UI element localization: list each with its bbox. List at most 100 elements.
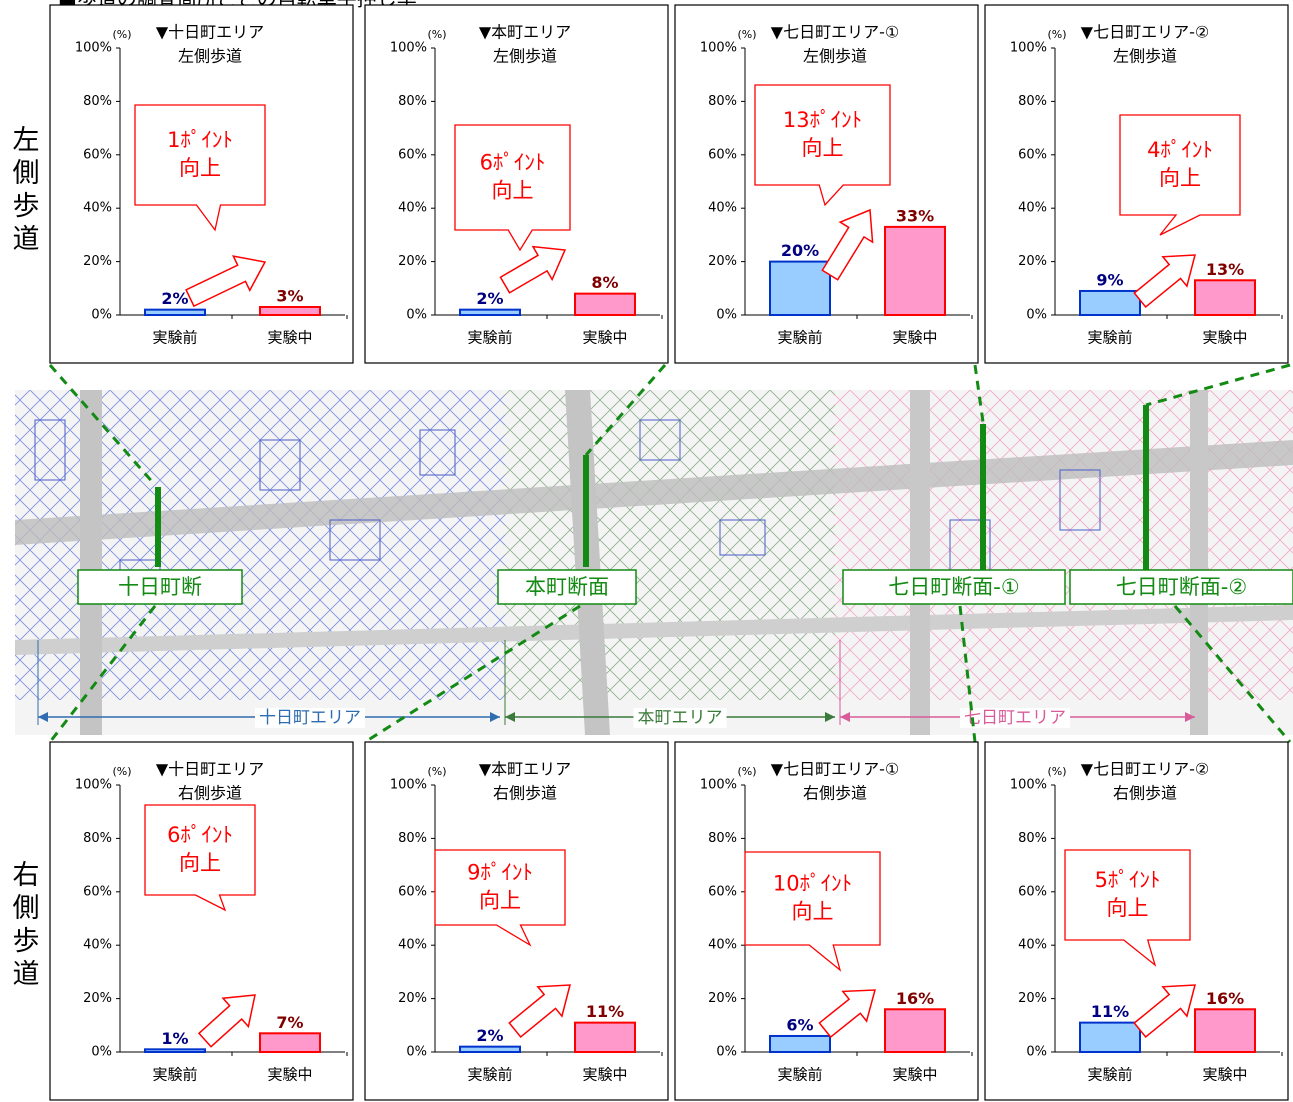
unit-label: (%) — [427, 28, 446, 41]
y-tick-label: 80% — [708, 831, 737, 846]
unit-label: (%) — [112, 765, 131, 778]
callout-text: 向上 — [792, 900, 834, 924]
callout-text: 9ﾎﾟｲﾝﾄ — [467, 861, 533, 885]
x-tick-label: 実験中 — [582, 1066, 627, 1084]
chart-title: ▼七日町エリア-② — [1081, 760, 1209, 779]
callout-text: 10ﾎﾟｲﾝﾄ — [773, 872, 852, 896]
figure: ■歩道の調査箇所ごとの自転車手押し率左側歩道右側歩道十日町断本町断面七日町断面-… — [0, 0, 1293, 1102]
value-label: 9% — [1096, 270, 1123, 289]
y-tick-label: 20% — [1018, 254, 1047, 269]
x-tick-label: 実験前 — [467, 1066, 512, 1084]
map — [15, 390, 1293, 735]
bar — [460, 310, 520, 315]
y-tick-label: 100% — [1010, 41, 1047, 56]
bar — [260, 307, 320, 315]
y-tick-label: 20% — [398, 254, 427, 269]
value-label: 11% — [1091, 1002, 1129, 1021]
unit-label: (%) — [427, 765, 446, 778]
x-tick-label: 実験中 — [582, 329, 627, 347]
x-tick-label: 実験前 — [777, 1066, 822, 1084]
y-tick-label: 20% — [83, 991, 112, 1006]
y-tick-label: 80% — [83, 831, 112, 846]
callout-text: 向上 — [802, 136, 844, 160]
chart-subtitle: 右側歩道 — [803, 784, 867, 803]
x-tick-label: 実験前 — [152, 1066, 197, 1084]
chart-title: ▼十日町エリア — [156, 23, 264, 42]
section-label: 十日町断 — [118, 575, 202, 599]
y-tick-label: 20% — [708, 991, 737, 1006]
x-tick-label: 実験前 — [1087, 1066, 1132, 1084]
y-tick-label: 40% — [708, 938, 737, 953]
y-tick-label: 40% — [398, 201, 427, 216]
y-tick-label: 40% — [83, 201, 112, 216]
x-tick-label: 実験中 — [1202, 1066, 1247, 1084]
callout-text: 6ﾎﾟｲﾝﾄ — [167, 823, 233, 847]
callout-text: 向上 — [492, 179, 534, 203]
value-label: 2% — [476, 289, 503, 308]
callout-text: 向上 — [1107, 896, 1149, 920]
y-tick-label: 100% — [700, 778, 737, 793]
section-label: 七日町断面-② — [1116, 575, 1247, 599]
bar — [770, 262, 830, 315]
bar — [770, 1036, 830, 1052]
chart-title: ▼七日町エリア-② — [1081, 23, 1209, 42]
chart-subtitle: 右側歩道 — [1113, 784, 1177, 803]
chart-title: ▼七日町エリア-① — [771, 760, 899, 779]
chart-subtitle: 左側歩道 — [493, 47, 557, 66]
callout-text: 向上 — [479, 889, 521, 913]
chart-title: ▼十日町エリア — [156, 760, 264, 779]
x-tick-label: 実験前 — [777, 329, 822, 347]
bar — [575, 294, 635, 315]
y-tick-label: 60% — [398, 884, 427, 899]
callout-text: 1ﾎﾟｲﾝﾄ — [167, 128, 233, 152]
value-label: 13% — [1206, 260, 1244, 279]
y-tick-label: 60% — [1018, 147, 1047, 162]
y-tick-label: 100% — [390, 41, 427, 56]
y-tick-label: 80% — [708, 94, 737, 109]
y-tick-label: 0% — [1026, 1045, 1047, 1060]
y-tick-label: 80% — [1018, 831, 1047, 846]
x-tick-label: 実験中 — [892, 329, 937, 347]
value-label: 2% — [161, 289, 188, 308]
bar — [1195, 1009, 1255, 1052]
y-tick-label: 80% — [1018, 94, 1047, 109]
side-label: 右側歩道 — [8, 860, 40, 992]
chart-title: ▼本町エリア — [479, 760, 571, 779]
chart: 0%20%40%60%80%100%(%)▼本町エリア右側歩道2%実験前11%実… — [365, 742, 668, 1100]
y-tick-label: 0% — [716, 1045, 737, 1060]
bar — [460, 1047, 520, 1052]
chart-subtitle: 左側歩道 — [1113, 47, 1177, 66]
y-tick-label: 0% — [91, 1045, 112, 1060]
x-tick-label: 実験中 — [267, 1066, 312, 1084]
value-label: 20% — [781, 241, 819, 260]
y-tick-label: 100% — [1010, 778, 1047, 793]
chart: 0%20%40%60%80%100%(%)▼七日町エリア-①右側歩道6%実験前1… — [675, 742, 978, 1100]
chart-subtitle: 右側歩道 — [493, 784, 557, 803]
page: ■歩道の調査箇所ごとの自転車手押し率左側歩道右側歩道十日町断本町断面七日町断面-… — [0, 0, 1293, 1102]
value-label: 16% — [1206, 989, 1244, 1008]
side-label: 左側歩道 — [8, 125, 40, 257]
x-tick-label: 実験中 — [267, 329, 312, 347]
bar — [1195, 280, 1255, 315]
callout-text: 5ﾎﾟｲﾝﾄ — [1095, 868, 1161, 892]
y-tick-label: 0% — [406, 308, 427, 323]
chart: 0%20%40%60%80%100%(%)▼七日町エリア-②左側歩道9%実験前1… — [985, 5, 1288, 363]
area-label: 本町エリア — [638, 708, 723, 728]
x-tick-label: 実験前 — [467, 329, 512, 347]
callout-text: 向上 — [179, 851, 221, 875]
y-tick-label: 100% — [700, 41, 737, 56]
y-tick-label: 40% — [708, 201, 737, 216]
y-tick-label: 40% — [83, 938, 112, 953]
bar — [145, 310, 205, 315]
chart-subtitle: 左側歩道 — [178, 47, 242, 66]
value-label: 11% — [586, 1002, 624, 1021]
area-label: 十日町エリア — [259, 708, 361, 728]
y-tick-label: 60% — [708, 147, 737, 162]
bar — [575, 1023, 635, 1052]
y-tick-label: 60% — [83, 147, 112, 162]
chart: 0%20%40%60%80%100%(%)▼十日町エリア右側歩道1%実験前7%実… — [50, 742, 353, 1100]
callout-text: 13ﾎﾟｲﾝﾄ — [783, 108, 862, 132]
area-label: 七日町エリア — [964, 708, 1066, 728]
chart: 0%20%40%60%80%100%(%)▼七日町エリア-①左側歩道20%実験前… — [675, 5, 978, 363]
unit-label: (%) — [737, 765, 756, 778]
